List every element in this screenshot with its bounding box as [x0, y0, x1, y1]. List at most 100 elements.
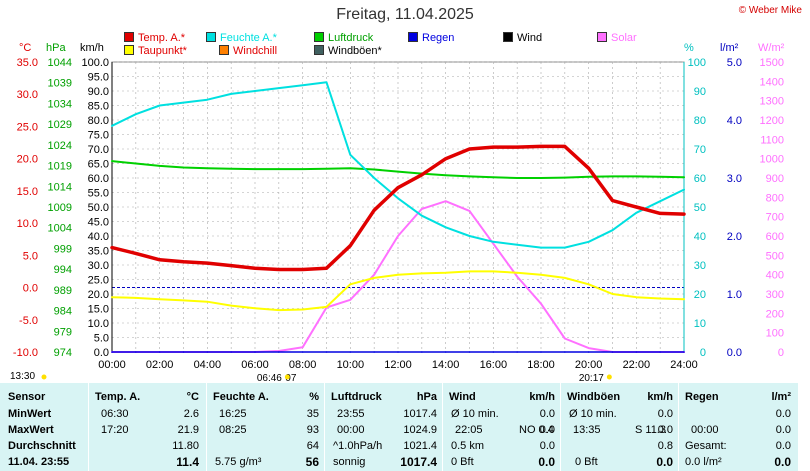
stats-time: 00:00 — [691, 424, 719, 436]
data-point — [564, 351, 566, 353]
x-tick-label: 24:00 — [670, 359, 698, 371]
data-point — [587, 241, 590, 243]
data-point — [325, 81, 328, 84]
humidity-tick-label: 20 — [694, 289, 706, 301]
stats-value: 0.0 — [657, 408, 673, 420]
legend-label: Taupunkt* — [138, 45, 187, 57]
data-point — [278, 309, 280, 311]
data-point — [611, 293, 614, 295]
stats-row-label: MaxWert — [8, 424, 54, 436]
temp-tick-label: 10.0 — [17, 218, 38, 230]
wind-tick-label: 75.0 — [88, 130, 109, 142]
stats-header: Regen — [685, 391, 719, 403]
data-point — [373, 273, 375, 276]
stats-value: 0.0 — [657, 424, 673, 436]
pressure-tick-label: 1039 — [48, 78, 72, 90]
wind-tick-label: 80.0 — [88, 115, 109, 127]
data-point — [301, 168, 304, 170]
data-point — [278, 268, 280, 271]
data-point — [135, 113, 137, 115]
data-point — [540, 273, 542, 276]
data-point — [516, 275, 518, 278]
data-point — [659, 212, 661, 215]
solar-tick-label: 1100 — [760, 134, 784, 146]
data-point — [659, 297, 661, 300]
data-point — [158, 259, 161, 261]
pressure-tick-label: 1029 — [48, 119, 72, 131]
data-point — [683, 298, 685, 300]
legend-item-pressure: Luftdruck — [314, 32, 373, 44]
data-point — [468, 270, 471, 273]
data-point — [397, 235, 399, 237]
solar-tick-label: 1400 — [760, 76, 784, 88]
data-point — [301, 351, 304, 353]
data-point — [516, 146, 518, 148]
data-point — [254, 351, 256, 353]
legend-item-temp: Temp. A.* — [124, 32, 185, 44]
stats-unit: °C — [186, 391, 199, 403]
legend-item-wind: Wind — [503, 32, 542, 44]
stats-row-label: Sensor — [8, 391, 46, 403]
data-point — [349, 244, 352, 247]
legend-label: Windböen* — [328, 45, 382, 57]
data-point — [587, 167, 590, 170]
data-point — [564, 145, 566, 148]
stats-time: 13:35 — [573, 424, 601, 436]
tick-labels: 35.0 30.0 25.0 20.0 15.0 10.0 5.0 0.0 -5.0 -10.0 1… — [13, 57, 784, 383]
data-point — [373, 277, 375, 279]
data-point — [278, 168, 280, 170]
rain-tick-label: 5.0 — [727, 57, 742, 69]
legend-item-windchill: Windchill — [219, 45, 277, 57]
data-point — [468, 175, 471, 178]
data-point — [325, 167, 328, 170]
pressure-tick-label: 1014 — [48, 181, 72, 193]
stats-value: 64 — [306, 440, 319, 452]
stats-value: 1021.4 — [403, 440, 437, 452]
humidity-tick-label: 0 — [700, 347, 706, 359]
wind-tick-label: 40.0 — [88, 231, 109, 243]
stats-label: Ø 10 min. — [451, 408, 499, 420]
legend-label: Temp. A.* — [138, 32, 186, 44]
solar-tick-label: 0 — [778, 347, 784, 359]
data-point — [349, 283, 352, 286]
data-point — [564, 337, 566, 340]
data-point — [373, 351, 375, 353]
stats-row-label: Durchschnitt — [8, 440, 76, 452]
weather-chart: 35.0 30.0 25.0 20.0 15.0 10.0 5.0 0.0 -5.0 -10.0 1… — [13, 57, 784, 383]
solar-tick-label: 1000 — [760, 154, 784, 166]
temp-tick-label: 35.0 — [17, 57, 38, 69]
stats-current: 11.4 — [176, 455, 199, 469]
stats-header: Windböen — [567, 391, 621, 403]
legend-label: Windchill — [233, 45, 278, 57]
wind-tick-label: 5.0 — [94, 333, 109, 345]
stats-header: Luftdruck — [331, 391, 382, 403]
data-point — [254, 90, 256, 92]
humidity-tick-label: 40 — [694, 231, 706, 243]
data-point — [182, 299, 185, 302]
solar-tick-label: 1200 — [760, 115, 784, 127]
data-point — [182, 260, 185, 263]
data-point — [135, 351, 137, 353]
data-point — [206, 262, 209, 264]
data-point — [540, 177, 542, 179]
data-point — [254, 307, 256, 309]
wind-tick-label: 45.0 — [88, 217, 109, 229]
stats-current: 0.0 — [538, 455, 555, 469]
credit-text[interactable]: © Weber Mike — [738, 5, 802, 16]
temp-tick-label: 30.0 — [17, 89, 38, 101]
data-point — [540, 302, 542, 305]
data-point — [158, 351, 161, 353]
data-point — [587, 351, 590, 353]
data-point — [111, 351, 113, 353]
stats-pressure: Luftdruck hPa 23:55 1017.4 00:00 1024.9 ^1.… — [324, 383, 443, 471]
temp-tick-label: 20.0 — [17, 154, 38, 166]
data-point — [444, 200, 447, 202]
data-point — [206, 98, 209, 101]
data-point — [111, 160, 113, 162]
humidity-tick-label: 60 — [694, 173, 706, 185]
data-point — [635, 212, 638, 214]
pressure-tick-label: 989 — [54, 285, 72, 297]
wind-unit-label: km/h — [80, 42, 104, 54]
data-point — [111, 296, 113, 299]
humidity-tick-label: 100 — [688, 57, 706, 69]
